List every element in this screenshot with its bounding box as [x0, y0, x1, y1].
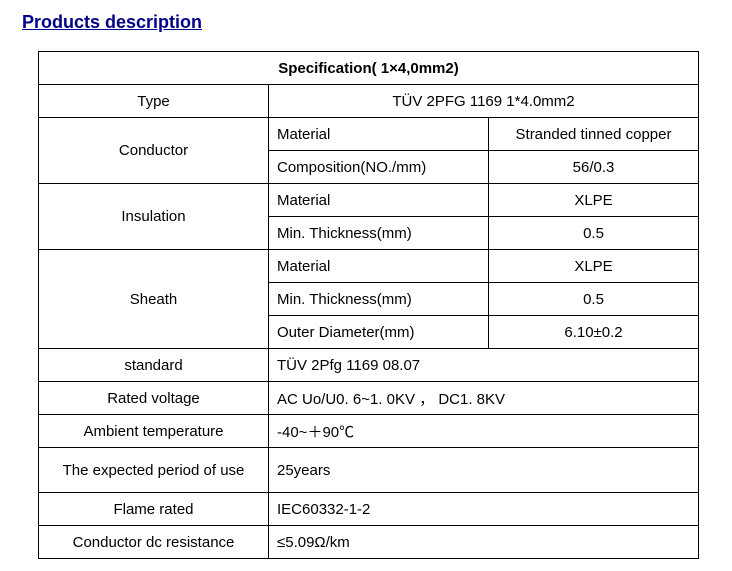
- insulation-material-label: Material: [269, 184, 489, 217]
- conductor-composition-label: Composition(NO./mm): [269, 151, 489, 184]
- period-label: The expected period of use: [39, 448, 269, 493]
- conductor-label: Conductor: [39, 118, 269, 184]
- ambient-label: Ambient temperature: [39, 415, 269, 448]
- page-title: Products description: [22, 12, 712, 33]
- sheath-material-label: Material: [269, 250, 489, 283]
- sheath-outer-label: Outer Diameter(mm): [269, 316, 489, 349]
- insulation-label: Insulation: [39, 184, 269, 250]
- standard-value: TÜV 2Pfg 1169 08.07: [269, 349, 699, 382]
- conductor-composition-value: 56/0.3: [489, 151, 699, 184]
- voltage-value: AC Uo/U0. 6~1. 0KV ， DC1. 8KV: [269, 382, 699, 415]
- type-label: Type: [39, 85, 269, 118]
- flame-label: Flame rated: [39, 493, 269, 526]
- voltage-label: Rated voltage: [39, 382, 269, 415]
- sheath-outer-value: 6.10±0.2: [489, 316, 699, 349]
- insulation-material-value: XLPE: [489, 184, 699, 217]
- sheath-thickness-label: Min. Thickness(mm): [269, 283, 489, 316]
- flame-value: IEC60332-1-2: [269, 493, 699, 526]
- ambient-value: -40~＋90℃: [269, 415, 699, 448]
- period-value: 25years: [269, 448, 699, 493]
- type-value: TÜV 2PFG 1169 1*4.0mm2: [269, 85, 699, 118]
- dcres-label: Conductor dc resistance: [39, 526, 269, 559]
- dcres-value: ≤5.09Ω/km: [269, 526, 699, 559]
- sheath-label: Sheath: [39, 250, 269, 349]
- specification-table: Specification( 1×4,0mm2) Type TÜV 2PFG 1…: [38, 51, 699, 559]
- conductor-material-value: Stranded tinned copper: [489, 118, 699, 151]
- insulation-thickness-label: Min. Thickness(mm): [269, 217, 489, 250]
- spec-header: Specification( 1×4,0mm2): [39, 52, 699, 85]
- sheath-material-value: XLPE: [489, 250, 699, 283]
- sheath-thickness-value: 0.5: [489, 283, 699, 316]
- insulation-thickness-value: 0.5: [489, 217, 699, 250]
- conductor-material-label: Material: [269, 118, 489, 151]
- standard-label: standard: [39, 349, 269, 382]
